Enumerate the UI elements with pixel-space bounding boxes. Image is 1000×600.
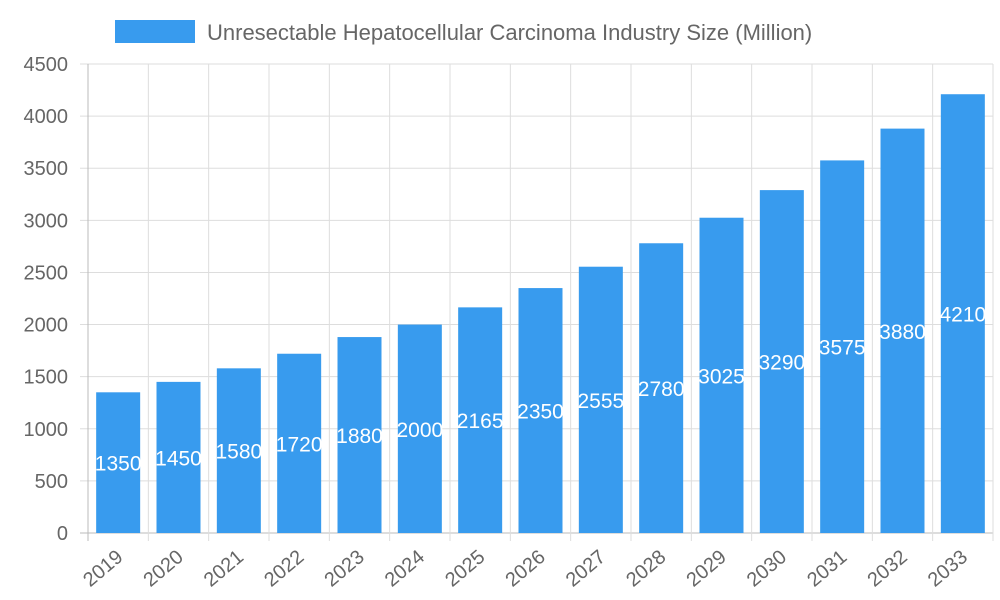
y-tick-label: 1500 [24, 367, 69, 389]
bar [216, 368, 261, 533]
x-tick-label: 2030 [743, 546, 791, 591]
bar [96, 392, 141, 533]
x-tick-label: 2033 [924, 546, 972, 591]
bar [156, 381, 201, 533]
bar [518, 288, 563, 533]
x-tick-label: 2027 [562, 546, 610, 591]
x-tick-label: 2024 [381, 546, 429, 591]
x-tick-label: 2019 [79, 546, 127, 591]
bar [880, 128, 925, 533]
y-tick-label: 3500 [24, 158, 69, 180]
data-label: 2165 [457, 410, 504, 433]
x-tick-label: 2025 [441, 546, 489, 591]
x-tick-label: 2028 [622, 546, 670, 591]
x-tick-label: 2032 [863, 546, 911, 591]
data-label: 1350 [95, 453, 142, 476]
data-label: 3575 [819, 337, 866, 360]
bar [458, 307, 503, 533]
data-label: 1450 [155, 447, 202, 470]
bar [639, 243, 684, 534]
data-label: 1880 [336, 425, 383, 448]
data-label: 4210 [939, 304, 986, 327]
y-tick-label: 500 [35, 471, 68, 493]
data-labels: 1350 1450 1580 1720 1880 2000 2165 2350 2555 2780… [95, 304, 986, 476]
y-tick-label: 3000 [24, 210, 69, 232]
y-tick-label: 1000 [24, 419, 69, 441]
data-label: 2000 [396, 419, 443, 442]
y-tick-label: 2500 [24, 262, 69, 284]
bar [337, 337, 382, 533]
x-tick-label: 2021 [200, 546, 248, 591]
data-label: 1720 [276, 433, 323, 456]
data-label: 3290 [758, 352, 805, 375]
bar [699, 217, 744, 533]
legend-label: Unresectable Hepatocellular Carcinoma In… [207, 20, 812, 45]
y-tick-label: 2000 [24, 315, 69, 337]
bar [397, 324, 442, 533]
x-tick-label: 2031 [803, 546, 851, 591]
y-tick-label: 4500 [24, 54, 69, 76]
data-label: 3025 [698, 365, 745, 388]
x-tick-label: 2026 [501, 546, 549, 591]
x-tick-label: 2022 [260, 546, 308, 591]
x-tick-label: 2020 [139, 546, 187, 591]
legend[interactable]: Unresectable Hepatocellular Carcinoma In… [115, 20, 812, 45]
legend-swatch [115, 20, 195, 43]
y-tick-label: 4000 [24, 106, 69, 128]
x-tick-label: 2023 [320, 546, 368, 591]
data-label: 2555 [577, 390, 624, 413]
bars [96, 94, 985, 534]
bar [578, 266, 623, 533]
data-label: 3880 [879, 321, 926, 344]
y-tick-label: 0 [57, 523, 68, 545]
grid [80, 63, 994, 541]
data-label: 1580 [215, 441, 262, 464]
x-tick-label: 2029 [682, 546, 730, 591]
bar [940, 94, 985, 534]
bar [759, 190, 804, 533]
bar [820, 160, 865, 533]
data-label: 2780 [638, 378, 685, 401]
bar [277, 353, 322, 533]
data-label: 2350 [517, 401, 564, 424]
